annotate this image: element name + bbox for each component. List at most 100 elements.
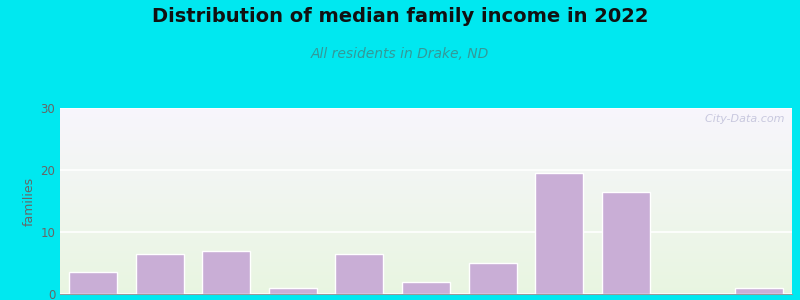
Bar bbox=[60, 285, 792, 286]
Bar bbox=[60, 175, 792, 177]
Bar bbox=[60, 235, 792, 236]
Bar bbox=[60, 238, 792, 240]
Bar bbox=[136, 254, 184, 294]
Bar bbox=[60, 201, 792, 203]
Bar bbox=[60, 225, 792, 227]
Bar bbox=[60, 268, 792, 270]
Bar bbox=[60, 147, 792, 149]
Bar bbox=[60, 153, 792, 154]
Bar bbox=[60, 248, 792, 249]
Bar bbox=[535, 173, 583, 294]
Bar bbox=[60, 132, 792, 134]
Bar bbox=[734, 288, 782, 294]
Bar bbox=[469, 263, 517, 294]
Bar bbox=[60, 166, 792, 167]
Bar bbox=[60, 266, 792, 268]
Bar bbox=[60, 179, 792, 181]
Bar bbox=[60, 253, 792, 255]
Bar bbox=[60, 244, 792, 246]
Bar bbox=[60, 130, 792, 132]
Bar bbox=[60, 195, 792, 197]
Bar bbox=[60, 112, 792, 114]
Bar bbox=[60, 272, 792, 274]
Bar bbox=[60, 158, 792, 160]
Bar bbox=[60, 290, 792, 292]
Bar bbox=[60, 227, 792, 229]
Bar bbox=[602, 192, 650, 294]
Bar bbox=[60, 169, 792, 171]
Bar bbox=[60, 151, 792, 153]
Bar bbox=[60, 123, 792, 125]
Bar bbox=[60, 229, 792, 231]
Bar bbox=[60, 162, 792, 164]
Bar bbox=[60, 197, 792, 199]
Bar bbox=[60, 231, 792, 233]
Bar bbox=[60, 274, 792, 275]
Bar bbox=[60, 246, 792, 248]
Bar bbox=[60, 288, 792, 290]
Bar bbox=[60, 264, 792, 266]
Bar bbox=[60, 216, 792, 218]
Bar bbox=[60, 242, 792, 244]
Bar bbox=[60, 286, 792, 288]
Bar bbox=[60, 145, 792, 147]
Bar bbox=[60, 212, 792, 214]
Bar bbox=[202, 250, 250, 294]
Bar bbox=[60, 194, 792, 195]
Bar bbox=[60, 259, 792, 260]
Bar bbox=[60, 203, 792, 205]
Bar bbox=[60, 136, 792, 138]
Bar bbox=[60, 262, 792, 264]
Bar bbox=[60, 190, 792, 192]
Bar bbox=[60, 154, 792, 156]
Bar bbox=[60, 214, 792, 216]
Bar bbox=[60, 207, 792, 208]
Bar bbox=[60, 186, 792, 188]
Bar bbox=[60, 232, 792, 235]
Bar bbox=[60, 167, 792, 169]
Bar bbox=[60, 210, 792, 212]
Bar bbox=[60, 142, 792, 143]
Bar bbox=[60, 156, 792, 158]
Bar bbox=[60, 255, 792, 257]
Bar bbox=[402, 282, 450, 294]
Text: Distribution of median family income in 2022: Distribution of median family income in … bbox=[152, 8, 648, 26]
Bar bbox=[60, 205, 792, 207]
Bar bbox=[60, 182, 792, 184]
Bar bbox=[60, 138, 792, 140]
Bar bbox=[60, 149, 792, 151]
Bar bbox=[60, 140, 792, 142]
Bar bbox=[60, 171, 792, 173]
Bar bbox=[60, 249, 792, 251]
Bar bbox=[60, 220, 792, 221]
Bar bbox=[60, 223, 792, 225]
Text: All residents in Drake, ND: All residents in Drake, ND bbox=[311, 46, 489, 61]
Bar bbox=[60, 177, 792, 179]
Bar bbox=[60, 221, 792, 223]
Bar bbox=[60, 125, 792, 127]
Bar bbox=[60, 116, 792, 117]
Bar bbox=[60, 275, 792, 277]
Bar bbox=[60, 119, 792, 121]
Bar bbox=[60, 218, 792, 220]
Bar bbox=[60, 236, 792, 238]
Bar bbox=[60, 134, 792, 136]
Bar bbox=[60, 121, 792, 123]
Bar bbox=[60, 181, 792, 182]
Bar bbox=[60, 292, 792, 294]
Bar bbox=[60, 127, 792, 128]
Bar bbox=[60, 283, 792, 285]
Bar bbox=[60, 277, 792, 279]
Bar bbox=[60, 260, 792, 262]
Bar bbox=[60, 160, 792, 162]
Bar bbox=[60, 173, 792, 175]
Bar bbox=[60, 251, 792, 253]
Bar bbox=[60, 128, 792, 130]
Bar bbox=[60, 192, 792, 194]
Bar bbox=[60, 281, 792, 283]
Bar bbox=[60, 108, 792, 110]
Bar bbox=[60, 114, 792, 116]
Bar bbox=[70, 272, 118, 294]
Bar bbox=[269, 288, 317, 294]
Bar bbox=[60, 208, 792, 210]
